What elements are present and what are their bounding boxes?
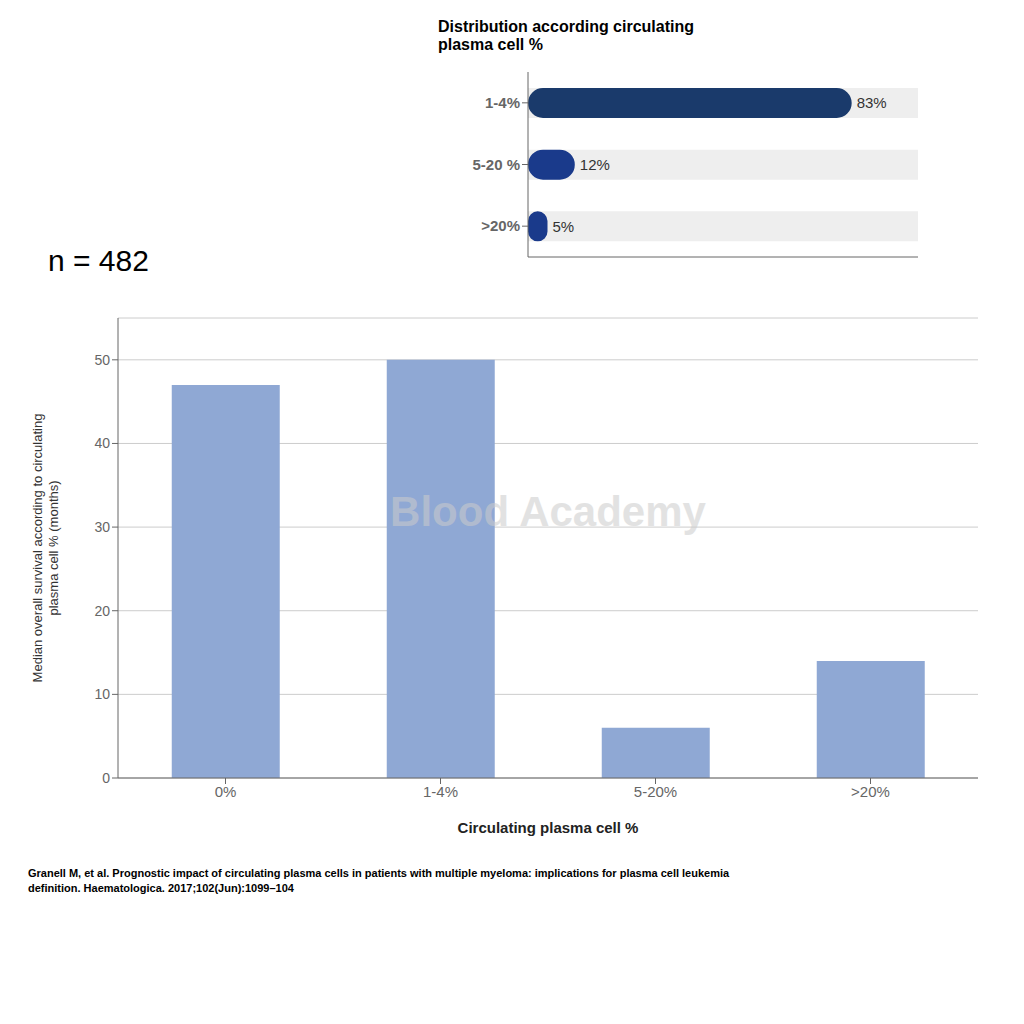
html-text:Blood Academy: Blood Academy bbox=[390, 488, 706, 535]
html-text:n = 482: n = 482 bbox=[48, 244, 149, 277]
svg-text:0: 0 bbox=[102, 770, 110, 786]
svg-text:>20%: >20% bbox=[481, 217, 520, 234]
svg-text:20: 20 bbox=[94, 603, 110, 619]
svg-text:1-4%: 1-4% bbox=[485, 94, 520, 111]
svg-text:50: 50 bbox=[94, 352, 110, 368]
svg-text:5-20 %: 5-20 % bbox=[472, 156, 520, 173]
svg-text:83%: 83% bbox=[857, 94, 887, 111]
svg-text:1-4%: 1-4% bbox=[423, 783, 458, 800]
svg-text:>20%: >20% bbox=[851, 783, 890, 800]
svg-text:Median overall survival accord: Median overall survival according to cir… bbox=[30, 414, 61, 683]
svg-text:12%: 12% bbox=[580, 156, 610, 173]
svg-text:0%: 0% bbox=[215, 783, 237, 800]
svg-text:5%: 5% bbox=[553, 218, 575, 235]
html-text:Granell M, et al. Prognostic i: Granell M, et al. Prognostic impact of c… bbox=[28, 867, 730, 895]
svg-text:40: 40 bbox=[94, 435, 110, 451]
svg-text:10: 10 bbox=[94, 686, 110, 702]
svg-text:5-20%: 5-20% bbox=[634, 783, 677, 800]
svg-text:Circulating plasma cell %: Circulating plasma cell % bbox=[458, 819, 639, 836]
svg-text:30: 30 bbox=[94, 519, 110, 535]
html-text:Distribution according circula: Distribution according circulating plasm… bbox=[438, 18, 694, 53]
